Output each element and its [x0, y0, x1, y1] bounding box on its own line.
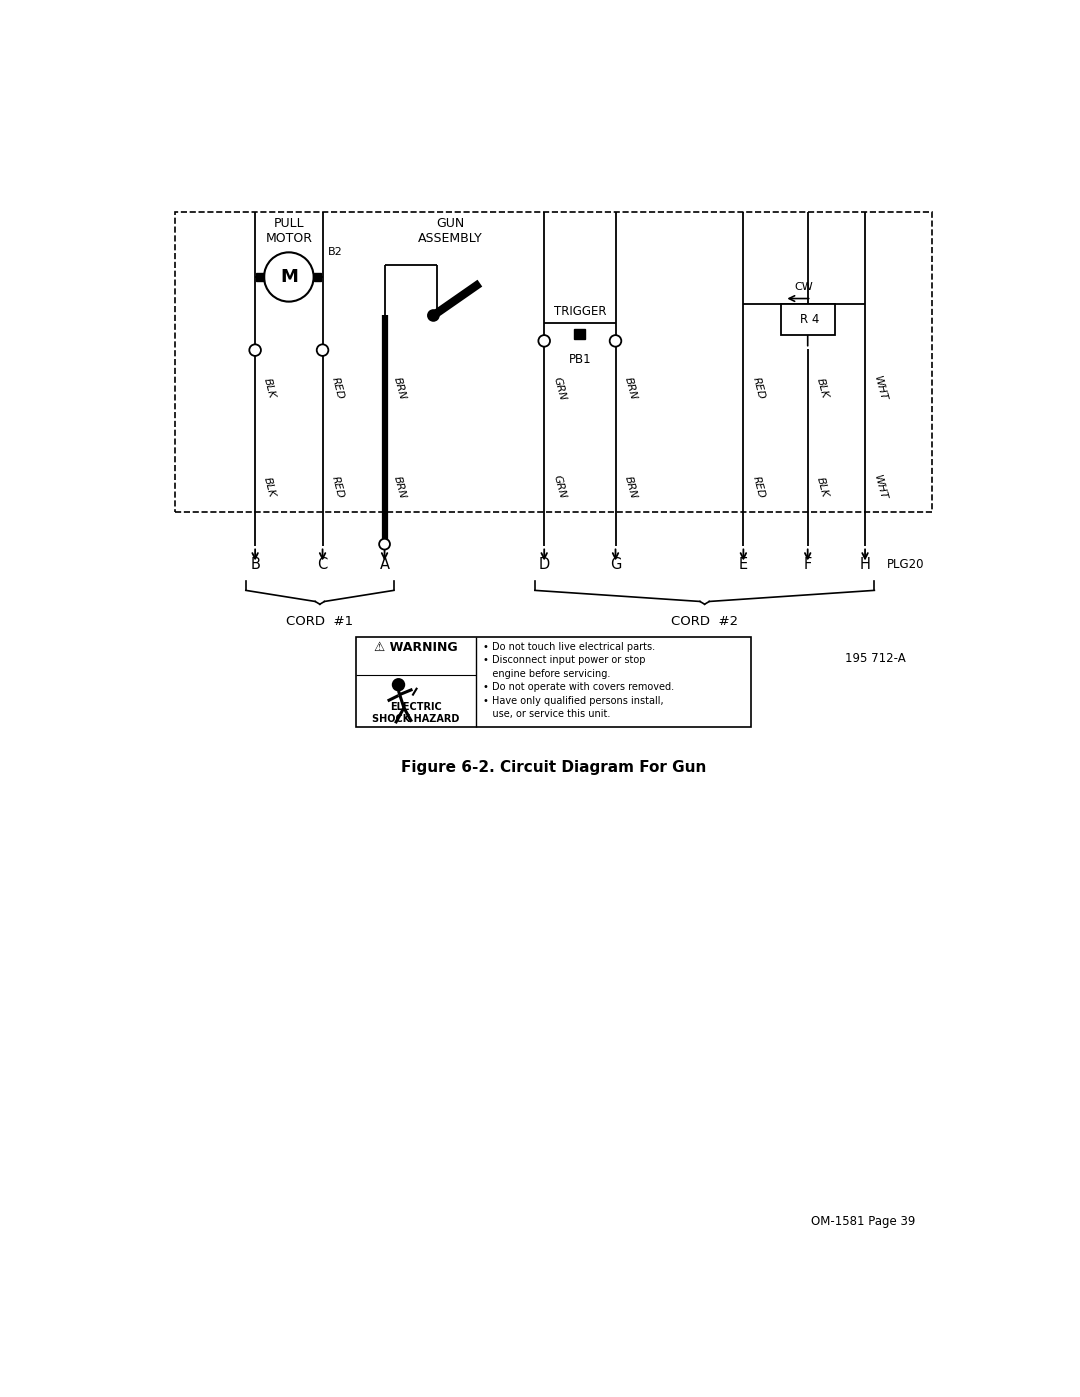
Text: 195 712-A: 195 712-A [845, 651, 905, 665]
Bar [781, 305, 835, 335]
Text: GUN
ASSEMBLY: GUN ASSEMBLY [418, 217, 483, 244]
Text: RED: RED [329, 376, 346, 401]
Text: GRN: GRN [551, 475, 567, 500]
Text: • Disconnect input power or stop: • Disconnect input power or stop [483, 655, 646, 665]
Text: CORD  #2: CORD #2 [671, 615, 739, 627]
Text: WHT: WHT [872, 374, 888, 402]
Text: RED: RED [329, 475, 346, 500]
Text: use, or service this unit.: use, or service this unit. [483, 710, 610, 719]
Text: CW: CW [795, 282, 813, 292]
Bar [575, 330, 585, 338]
Text: F: F [804, 556, 812, 571]
Text: BLK: BLK [262, 476, 278, 499]
Text: PB1: PB1 [568, 353, 591, 366]
Text: H: H [860, 556, 870, 571]
Text: ELECTRIC
SHOCK HAZARD: ELECTRIC SHOCK HAZARD [372, 701, 459, 724]
Text: B2: B2 [327, 247, 342, 257]
Text: BRN: BRN [392, 475, 407, 500]
Text: A: A [379, 556, 390, 571]
Text: BLK: BLK [814, 476, 829, 499]
Bar [356, 637, 751, 728]
Circle shape [264, 253, 313, 302]
Text: BLK: BLK [262, 377, 278, 400]
Text: ⚠ WARNING: ⚠ WARNING [374, 641, 457, 654]
Text: PLG20: PLG20 [887, 557, 924, 571]
Text: BRN: BRN [622, 475, 638, 500]
Text: C: C [318, 556, 327, 571]
Circle shape [428, 310, 438, 321]
Text: B: B [251, 556, 260, 571]
Text: GRN: GRN [551, 376, 567, 401]
Text: • Do not operate with covers removed.: • Do not operate with covers removed. [483, 682, 674, 693]
Text: PULL
MOTOR: PULL MOTOR [266, 217, 312, 244]
Text: R 4: R 4 [799, 313, 819, 326]
Bar [175, 211, 932, 511]
Circle shape [316, 344, 328, 356]
Circle shape [393, 679, 404, 690]
Text: • Do not touch live electrical parts.: • Do not touch live electrical parts. [483, 643, 656, 652]
Text: D: D [539, 556, 550, 571]
Circle shape [610, 335, 621, 346]
Text: OM-1581 Page 39: OM-1581 Page 39 [811, 1215, 916, 1228]
Text: RED: RED [751, 475, 766, 500]
Text: • Have only qualified persons install,: • Have only qualified persons install, [483, 696, 663, 705]
Bar [256, 274, 264, 281]
Text: WHT: WHT [872, 474, 888, 500]
Text: Figure 6-2. Circuit Diagram For Gun: Figure 6-2. Circuit Diagram For Gun [401, 760, 706, 775]
Text: CORD  #1: CORD #1 [286, 615, 353, 627]
Text: BRN: BRN [622, 376, 638, 401]
Text: BLK: BLK [814, 377, 829, 400]
Text: BRN: BRN [392, 376, 407, 401]
Text: RED: RED [751, 376, 766, 401]
Text: TRIGGER: TRIGGER [554, 305, 606, 319]
Circle shape [539, 335, 550, 346]
Bar [313, 274, 322, 281]
Text: E: E [739, 556, 748, 571]
Text: engine before servicing.: engine before servicing. [483, 669, 610, 679]
Circle shape [379, 539, 390, 549]
Circle shape [249, 344, 261, 356]
Text: M: M [280, 268, 298, 286]
Text: G: G [610, 556, 621, 571]
